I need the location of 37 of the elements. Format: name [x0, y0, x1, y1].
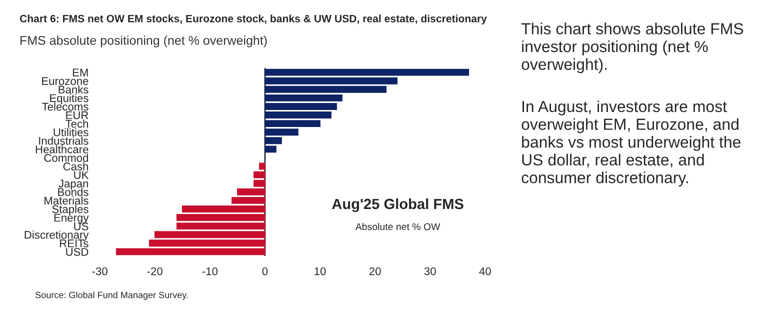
x-tick-label: 10	[314, 267, 326, 276]
chart-title: Chart 6: FMS net OW EM stocks, Eurozone stock, banks & UW USD, real estate, discretionary	[20, 14, 487, 24]
chart-subtitle: FMS absolute positioning (net % overweight)	[20, 36, 267, 48]
y-tick-label: Telecoms	[42, 102, 88, 111]
y-tick-label: Commod	[44, 154, 88, 162]
x-tick-label: 40	[479, 267, 491, 276]
y-tick-label: Equities	[50, 94, 88, 104]
y-tick-label: Healthcare	[36, 145, 88, 154]
y-tick-label: Tech	[66, 120, 88, 128]
annotation: Absolute net % OW	[355, 222, 440, 230]
y-tick-label: Staples	[52, 204, 88, 216]
y-tick-label: Utilities	[54, 128, 88, 136]
text: In August, investors are most overweight EM, Eurozone, and banks vs most underweight the US dollar, real estate, and consumer discretionary.	[522, 100, 741, 186]
y-tick-label: Cash	[63, 162, 88, 170]
x-tick-label: 30	[424, 267, 436, 276]
y-tick-label: USD	[66, 248, 88, 256]
y-tick-label: Materials	[44, 196, 88, 205]
y-tick-label: EUR	[66, 111, 88, 120]
y-tick-label: US	[74, 222, 88, 230]
y-tick-label: Energy	[54, 214, 89, 224]
y-tick-label: Eurozone	[42, 77, 88, 85]
y-tick-label: Japan	[58, 180, 88, 190]
x-tick-label: 0	[262, 267, 268, 276]
y-tick-label: Discretionary	[24, 230, 89, 241]
text: This chart shows absolute FMS investor positioning (net % overweight).	[521, 22, 744, 74]
x-tick-label: -20	[147, 267, 162, 276]
y-tick-label: Bonds	[58, 188, 88, 196]
y-tick-label: REITs	[60, 240, 88, 248]
y-tick-label: EM	[72, 68, 88, 76]
source-note: Source: Global Fund Manager Survey.	[36, 292, 188, 300]
annotation: Aug'25 Global FMS	[332, 198, 464, 212]
x-tick-label: 20	[369, 267, 381, 276]
y-tick-label: Industrials	[39, 136, 88, 145]
x-tick-label: -30	[92, 267, 108, 276]
y-tick-label: Banks	[58, 85, 88, 94]
x-tick-label: -10	[202, 267, 218, 276]
y-tick-label: UK	[74, 171, 89, 179]
